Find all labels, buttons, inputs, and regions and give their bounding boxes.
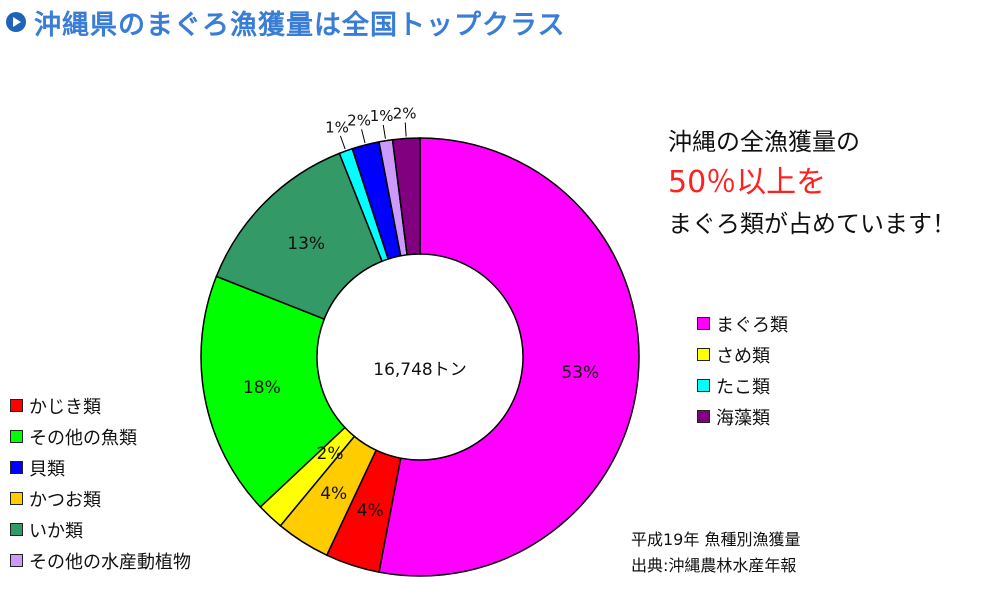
leader-7 xyxy=(361,129,366,144)
legend-item: さめ類 xyxy=(697,339,788,370)
page-title: 沖縄県のまぐろ漁獲量は全国トップクラス xyxy=(34,9,566,41)
play-circle-icon xyxy=(6,12,26,32)
legend-label: たこ類 xyxy=(716,376,770,398)
legend-item: かつお類 xyxy=(10,483,191,514)
slice-label-2: 4% xyxy=(320,484,347,504)
legend-label: その他の魚類 xyxy=(29,427,137,449)
slice-label-5: 13% xyxy=(287,234,325,254)
slice-4 xyxy=(200,275,346,508)
legend-swatch xyxy=(10,461,23,474)
slice-labels: 53%4%4%2%18%13%1%2%1% 2% xyxy=(243,104,599,521)
slice-label-1: 4% xyxy=(357,501,384,521)
slice-0 xyxy=(378,137,640,577)
leader-lines xyxy=(339,122,407,150)
donut-slices xyxy=(200,137,640,577)
slice-label-4: 18% xyxy=(243,378,281,398)
message-line-3: まぐろ類が占めています！ xyxy=(668,210,956,238)
legend-item: かじき類 xyxy=(10,390,191,421)
source-note: 平成19年 魚種別漁獲量 出典:沖縄農林水産年報 xyxy=(631,527,800,579)
source-line-1: 平成19年 魚種別漁獲量 xyxy=(631,530,801,549)
leader-6 xyxy=(339,135,346,150)
slice-label-8: 1% xyxy=(370,107,394,125)
message-line-2: 50％以上を xyxy=(668,165,827,200)
highlight-message: 沖縄の全漁獲量の 50％以上を まぐろ類が占めています！ xyxy=(668,122,956,244)
slice-label-9: 2% xyxy=(393,104,417,122)
donut-center-total: 16,748トン xyxy=(373,360,466,380)
page-header: 沖縄県のまぐろ漁獲量は全国トップクラス xyxy=(6,4,566,41)
source-line-2: 出典:沖縄農林水産年報 xyxy=(631,556,797,575)
legend-item: まぐろ類 xyxy=(697,308,788,339)
legend-left: かじき類その他の魚類 貝類かつお類いか類その他の水産動植物 xyxy=(10,390,191,576)
legend-right: まぐろ類さめ類たこ類海藻類 xyxy=(697,308,788,432)
legend-item: 貝類 xyxy=(10,452,191,483)
legend-item: 海藻類 xyxy=(697,401,788,432)
legend-item: たこ類 xyxy=(697,370,788,401)
legend-label: 貝類 xyxy=(29,458,65,480)
legend-swatch xyxy=(10,399,23,412)
legend-item: いか類 xyxy=(10,514,191,545)
legend-label: まぐろ類 xyxy=(716,314,788,336)
legend-label: かつお類 xyxy=(29,489,101,511)
legend-swatch xyxy=(697,317,710,330)
legend-swatch xyxy=(10,554,23,567)
leader-9 xyxy=(404,122,407,137)
legend-label: さめ類 xyxy=(716,345,770,367)
slice-label-3: 2% xyxy=(317,444,344,464)
legend-item: その他の水産動植物 xyxy=(10,545,191,576)
slice-5 xyxy=(215,152,384,321)
legend-swatch xyxy=(10,430,23,443)
legend-label: いか類 xyxy=(29,520,83,542)
legend-item: その他の魚類 xyxy=(10,421,191,452)
slice-label-7: 2% xyxy=(347,112,371,130)
slice-label-6: 1% xyxy=(325,118,349,136)
message-line-1: 沖縄の全漁獲量の xyxy=(668,128,860,156)
legend-label: 海藻類 xyxy=(716,407,770,429)
legend-swatch xyxy=(10,523,23,536)
slice-label-0: 53% xyxy=(561,363,599,383)
legend-swatch xyxy=(697,348,710,361)
slice-9 xyxy=(391,137,421,256)
legend-label: かじき類 xyxy=(29,396,101,418)
legend-swatch xyxy=(697,379,710,392)
legend-swatch xyxy=(10,492,23,505)
leader-8 xyxy=(382,124,386,139)
legend-label: その他の水産動植物 xyxy=(29,551,191,573)
legend-swatch xyxy=(697,410,710,423)
